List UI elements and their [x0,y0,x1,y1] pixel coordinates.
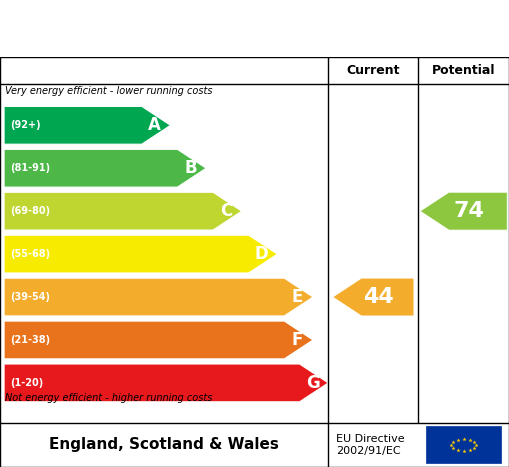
Polygon shape [4,364,328,402]
Text: (92+): (92+) [10,120,41,130]
Text: A: A [148,116,161,134]
Text: D: D [254,245,268,263]
Text: (69-80): (69-80) [10,206,50,216]
Text: EU Directive
2002/91/EC: EU Directive 2002/91/EC [336,434,405,456]
Text: E: E [292,288,303,306]
Text: (81-91): (81-91) [10,163,50,173]
Text: (39-54): (39-54) [10,292,50,302]
Polygon shape [4,149,206,187]
Text: 74: 74 [454,201,484,221]
Text: (55-68): (55-68) [10,249,50,259]
Polygon shape [4,235,277,273]
Polygon shape [4,192,242,230]
Text: C: C [220,202,232,220]
Text: Current: Current [347,64,400,77]
Polygon shape [4,321,313,359]
Text: Potential: Potential [432,64,495,77]
Text: 44: 44 [363,287,394,307]
Polygon shape [420,192,507,230]
Polygon shape [4,106,171,144]
Text: G: G [305,374,319,392]
Text: (1-20): (1-20) [10,378,43,388]
Text: Very energy efficient - lower running costs: Very energy efficient - lower running co… [5,85,213,96]
Text: Energy Efficiency Rating: Energy Efficiency Rating [15,19,322,39]
Polygon shape [333,278,414,316]
Text: B: B [184,159,196,177]
Text: F: F [292,331,303,349]
Bar [426,426,501,463]
Text: Not energy efficient - higher running costs: Not energy efficient - higher running co… [5,393,212,403]
Text: England, Scotland & Wales: England, Scotland & Wales [49,437,279,453]
Polygon shape [4,278,313,316]
Text: (21-38): (21-38) [10,335,50,345]
